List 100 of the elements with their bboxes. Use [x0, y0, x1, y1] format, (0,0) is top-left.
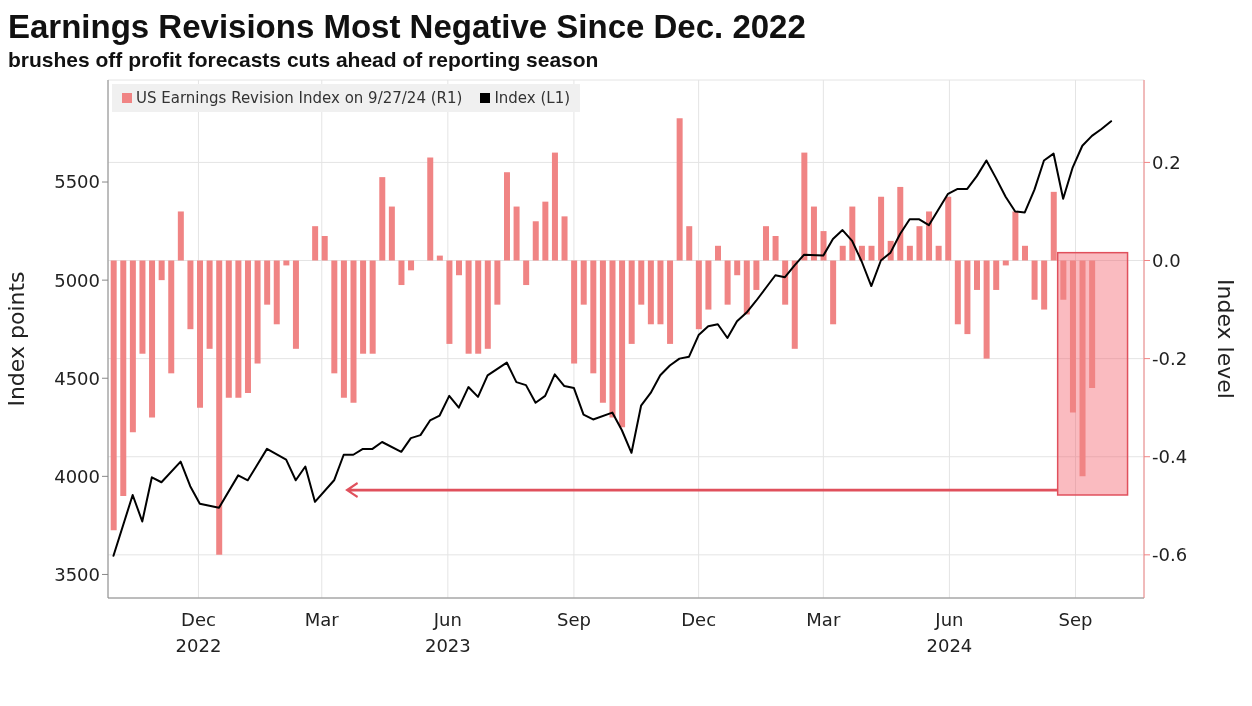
bar: [446, 260, 453, 344]
bar: [791, 260, 798, 349]
bar: [753, 260, 760, 290]
bar: [551, 152, 558, 261]
bar: [676, 118, 683, 261]
bar: [216, 260, 223, 555]
legend-label: Index (L1): [494, 89, 571, 107]
bar: [1050, 191, 1057, 261]
bar: [561, 216, 568, 261]
bar: [120, 260, 127, 496]
bar: [388, 206, 395, 261]
bar: [1089, 260, 1096, 389]
x-tick-label: Mar: [806, 609, 841, 630]
bar: [686, 226, 693, 261]
bar: [782, 260, 789, 305]
bar: [273, 260, 280, 325]
bar: [743, 260, 750, 315]
bar: [897, 186, 904, 261]
bar: [129, 260, 136, 433]
bar: [292, 260, 299, 349]
bar: [340, 260, 347, 398]
bar: [465, 260, 472, 354]
bar: [398, 260, 405, 286]
bar: [456, 260, 463, 276]
bar: [168, 260, 175, 374]
bar: [254, 260, 261, 364]
y-tick-label: 5000: [54, 269, 100, 291]
bar: [197, 260, 204, 408]
bar: [916, 226, 923, 261]
bar: [974, 260, 981, 290]
bar: [206, 260, 213, 349]
bar: [1031, 260, 1038, 300]
y2-tick-label: 0.2: [1152, 151, 1181, 173]
bar: [868, 245, 875, 261]
bar: [839, 245, 846, 261]
bar: [408, 260, 415, 271]
bar: [619, 260, 626, 428]
bar: [993, 260, 1000, 290]
bar: [1041, 260, 1048, 310]
bar: [926, 211, 933, 261]
bar: [571, 260, 578, 364]
bar: [379, 177, 386, 261]
chart-subtitle: brushes off profit forecasts cuts ahead of reporting season: [8, 47, 600, 73]
x-tick-label: Jun 2023: [424, 609, 471, 656]
x-tick-label: Mar: [304, 609, 340, 630]
bar: [177, 211, 184, 261]
bar: [1021, 245, 1028, 261]
bar: [772, 235, 779, 261]
bar: [427, 157, 434, 261]
bar: [830, 260, 837, 325]
legend-label: US Earnings Revision Index on 9/27/24 (R1): [136, 89, 463, 107]
bar: [628, 260, 635, 344]
bar: [436, 255, 443, 261]
bar: [1012, 211, 1019, 261]
x-tick-label: Sep: [556, 609, 591, 630]
bar: [484, 260, 491, 349]
y-tick-label: 3500: [54, 563, 100, 585]
bar: [964, 260, 971, 335]
bar: [609, 260, 616, 418]
bar: [244, 260, 251, 393]
bar: [945, 196, 952, 261]
y2-tick-label: -0.6: [1152, 544, 1188, 566]
y-tick-label: 5500: [54, 171, 100, 193]
bar: [762, 226, 769, 261]
bar: [667, 260, 674, 344]
bar: [513, 206, 520, 261]
bar: [801, 152, 808, 261]
x-tick-label: Jun 2024: [926, 609, 973, 656]
x-tick-label: Sep: [1058, 609, 1093, 630]
bar: [475, 260, 482, 354]
bar: [638, 260, 645, 305]
bar: [590, 260, 597, 374]
bar: [264, 260, 271, 305]
bar: [321, 235, 328, 261]
bar: [532, 221, 539, 261]
bar: [1069, 260, 1076, 413]
bar: [312, 226, 319, 261]
y2-axis-title: Index level: [1213, 279, 1239, 399]
x-tick-label: Dec 2022: [175, 609, 222, 656]
bar: [695, 260, 702, 330]
y2-tick-label: -0.2: [1152, 348, 1188, 370]
bar: [599, 260, 606, 403]
bar: [350, 260, 357, 403]
bar: [647, 260, 654, 325]
bar: [542, 201, 549, 261]
y-tick-label: 4500: [54, 367, 100, 389]
y2-tick-label: 0.0: [1152, 249, 1181, 271]
bar: [580, 260, 587, 305]
x-tick-label: Dec: [681, 609, 717, 630]
bar: [734, 260, 741, 276]
bar: [360, 260, 367, 354]
bar: [878, 196, 885, 261]
bar: [906, 245, 913, 261]
bar: [657, 260, 664, 325]
bar: [494, 260, 501, 305]
y-tick-label: 4000: [54, 465, 100, 487]
bar: [705, 260, 712, 310]
bar: [331, 260, 338, 374]
bar: [983, 260, 990, 359]
bar: [935, 245, 942, 261]
